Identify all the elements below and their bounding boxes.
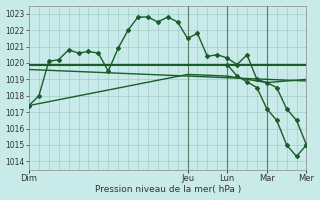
X-axis label: Pression niveau de la mer( hPa ): Pression niveau de la mer( hPa ) <box>95 185 241 194</box>
